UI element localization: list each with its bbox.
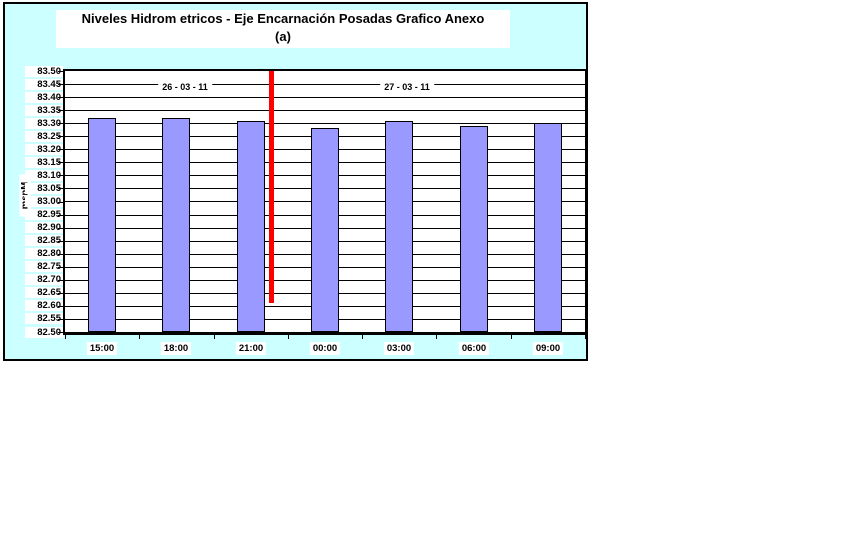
bar-00:00[interactable] xyxy=(311,128,339,332)
hydrometric-levels-chart[interactable]: Niveles Hidrom etricos - Eje Encarnación… xyxy=(3,2,588,361)
y-tick-mark xyxy=(58,293,65,294)
y-tick-mark xyxy=(58,202,65,203)
y-tick-mark xyxy=(58,241,65,242)
bar-15:00[interactable] xyxy=(88,118,116,332)
chart-title-line2: (a) xyxy=(275,29,291,44)
bar-06:00[interactable] xyxy=(460,126,488,332)
gridline xyxy=(65,84,585,85)
y-tick-label: 83.25 xyxy=(25,131,63,142)
x-tick-label-09:00: 09:00 xyxy=(532,342,564,355)
y-tick-mark xyxy=(58,215,65,216)
date-divider-red-line[interactable] xyxy=(269,71,274,303)
y-tick-mark xyxy=(58,280,65,281)
y-tick-mark xyxy=(58,306,65,307)
y-tick-mark xyxy=(58,84,65,85)
y-tick-mark xyxy=(58,332,65,333)
y-tick-mark xyxy=(58,175,65,176)
x-tick-mark xyxy=(436,335,437,339)
gridline xyxy=(65,97,585,98)
gridline xyxy=(65,123,585,124)
y-tick-label: 83.30 xyxy=(25,118,63,129)
date-annotation-1: 26 - 03 - 11 xyxy=(158,82,212,92)
x-tick-label-15:00: 15:00 xyxy=(86,342,118,355)
y-tick-label: 83.50 xyxy=(25,66,63,77)
y-tick-label: 83.00 xyxy=(25,196,63,207)
y-tick-label: 82.80 xyxy=(25,248,63,259)
x-tick-label-18:00: 18:00 xyxy=(160,342,192,355)
chart-title-line1: Niveles Hidrom etricos - Eje Encarnación… xyxy=(81,11,485,26)
bar-03:00[interactable] xyxy=(385,121,413,332)
x-tick-mark xyxy=(214,335,215,339)
x-tick-label-06:00: 06:00 xyxy=(458,342,490,355)
y-tick-mark xyxy=(58,149,65,150)
x-tick-label-21:00: 21:00 xyxy=(235,342,267,355)
y-tick-label: 83.45 xyxy=(25,79,63,90)
y-tick-mark xyxy=(58,71,65,72)
y-tick-mark xyxy=(58,319,65,320)
y-tick-mark xyxy=(58,97,65,98)
y-tick-mark xyxy=(58,267,65,268)
y-tick-mark xyxy=(58,254,65,255)
y-tick-label: 82.60 xyxy=(25,300,63,311)
y-tick-label: 82.95 xyxy=(25,209,63,220)
plot-area: 26 - 03 - 11 27 - 03 - 11 xyxy=(63,69,586,335)
y-tick-label: 83.05 xyxy=(25,183,63,194)
y-tick-mark xyxy=(58,110,65,111)
x-tick-mark xyxy=(288,335,289,339)
x-tick-mark xyxy=(511,335,512,339)
x-tick-mark xyxy=(139,335,140,339)
bar-21:00[interactable] xyxy=(237,121,265,332)
x-tick-label-03:00: 03:00 xyxy=(383,342,415,355)
y-tick-label: 82.85 xyxy=(25,235,63,246)
y-tick-label: 82.70 xyxy=(25,274,63,285)
y-tick-label: 82.55 xyxy=(25,313,63,324)
date-annotation-2: 27 - 03 - 11 xyxy=(380,82,434,92)
bar-18:00[interactable] xyxy=(162,118,190,332)
x-tick-mark xyxy=(585,335,586,339)
y-tick-label: 83.20 xyxy=(25,144,63,155)
chart-title: Niveles Hidrom etricos - Eje Encarnación… xyxy=(56,10,510,48)
y-tick-label: 83.15 xyxy=(25,157,63,168)
y-tick-label: 83.40 xyxy=(25,92,63,103)
y-tick-mark xyxy=(58,188,65,189)
y-tick-label: 82.50 xyxy=(25,327,63,338)
bar-09:00[interactable] xyxy=(534,123,562,332)
y-tick-mark xyxy=(58,136,65,137)
gridline xyxy=(65,110,585,111)
y-tick-mark xyxy=(58,123,65,124)
x-tick-mark xyxy=(65,335,66,339)
x-tick-label-00:00: 00:00 xyxy=(309,342,341,355)
y-tick-label: 83.10 xyxy=(25,170,63,181)
y-tick-label: 83.35 xyxy=(25,105,63,116)
y-tick-mark xyxy=(58,228,65,229)
y-tick-label: 82.75 xyxy=(25,261,63,272)
y-tick-label: 82.65 xyxy=(25,287,63,298)
x-tick-mark xyxy=(362,335,363,339)
y-tick-label: 82.90 xyxy=(25,222,63,233)
y-tick-mark xyxy=(58,162,65,163)
